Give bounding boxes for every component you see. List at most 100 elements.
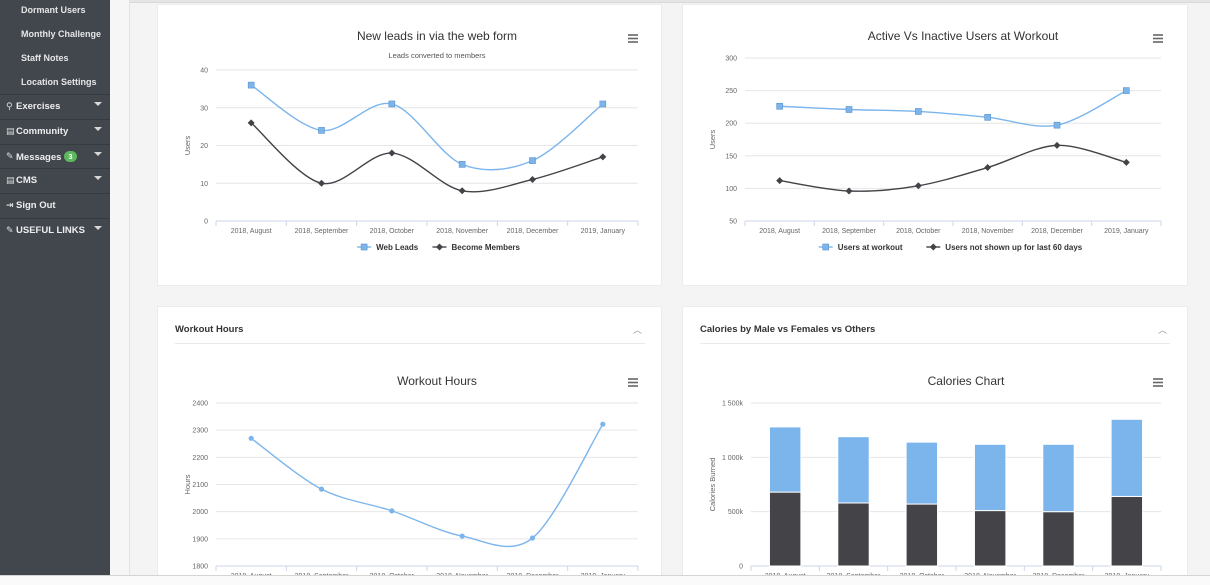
data-point — [388, 100, 396, 108]
chart-title: New leads in via the web form — [357, 29, 517, 43]
chart-subtitle: Leads converted to members — [388, 51, 485, 60]
sidebar-item-cms[interactable]: ▤ CMS — [0, 168, 110, 192]
legend-marker — [822, 243, 829, 251]
y-tick-label: 250 — [725, 88, 737, 95]
series-line — [779, 144, 1127, 192]
chevron-up-icon[interactable]: ︿ — [1158, 325, 1168, 335]
chart-menu-icon[interactable] — [628, 34, 638, 43]
data-point — [600, 421, 606, 427]
bar-segment — [837, 502, 870, 567]
sidebar-item-exercises[interactable]: ⚲ Exercises — [0, 94, 110, 118]
sidebar-subitem-dormant-users[interactable]: Dormant Users — [21, 5, 86, 15]
data-point — [248, 435, 254, 441]
series-line — [250, 84, 604, 171]
data-point — [776, 102, 783, 110]
y-axis-label: Users — [183, 135, 192, 155]
active-users-card: Active Vs Inactive Users at Workout 50 100… — [682, 4, 1188, 286]
user-icon: ⚲ — [6, 101, 13, 111]
y-tick-label: 1 500k — [722, 401, 744, 408]
card-header-title: Workout Hours — [175, 324, 244, 335]
chart-title: Workout Hours — [397, 374, 477, 388]
workout-hours-chart: Workout Hours 1800 1900 2000 2100 2200 2300 240… — [183, 374, 639, 580]
sign-out-icon: ⇥ — [6, 200, 14, 210]
sidebar-subitem-monthly-challenge[interactable]: Monthly Challenge — [21, 29, 102, 39]
bar-segment — [1110, 418, 1144, 497]
data-point — [247, 81, 255, 89]
data-point — [1053, 141, 1061, 149]
bar-segment — [973, 510, 1007, 567]
y-tick-label: 0 — [739, 564, 743, 571]
x-tick-label: 2018, November — [436, 228, 488, 235]
bar-segment — [1042, 443, 1075, 513]
data-point — [458, 161, 466, 168]
data-point — [458, 187, 466, 195]
sidebar: Dormant Users Monthly Challenge Staff No… — [0, 0, 110, 575]
legend-item[interactable]: Become Members — [432, 243, 521, 252]
y-tick-label: 200 — [725, 121, 737, 128]
chart-menu-icon[interactable] — [628, 378, 638, 387]
x-tick-label: 2018, September — [822, 228, 876, 235]
x-tick-label: 2018, August — [231, 228, 272, 235]
sidebar-item-label: Community — [16, 126, 69, 137]
active-users-chart: Active Vs Inactive Users at Workout 50 100… — [708, 29, 1163, 252]
link-icon: ✎ — [6, 225, 14, 235]
data-point — [318, 486, 325, 492]
chevron-down-icon — [94, 152, 102, 156]
x-tick-label: 2018, August — [759, 228, 800, 235]
x-tick-label: 2019, January — [1104, 228, 1149, 235]
legend-item[interactable]: Users not shown up for last 60 days — [926, 243, 1083, 252]
data-point — [599, 100, 607, 108]
data-point — [845, 106, 853, 113]
data-point — [599, 153, 607, 161]
data-point — [459, 533, 465, 539]
top-border — [0, 0, 1210, 3]
data-point — [914, 182, 922, 190]
y-tick-label: 300 — [725, 56, 737, 63]
card-header-divider — [700, 343, 1170, 344]
calories-card: Calories by Male vs Females vs Others ︿ … — [682, 306, 1188, 580]
sidebar-item-label: CMS — [16, 175, 38, 186]
leads-card: New leads in via the web form Leads conve… — [157, 4, 662, 286]
bar-segment — [905, 503, 939, 567]
legend-label: Users at workout — [838, 243, 903, 252]
x-tick-label: 2018, November — [962, 228, 1014, 235]
sidebar-subitem-location-settings[interactable]: Location Settings — [21, 77, 97, 87]
data-point — [529, 535, 536, 541]
sidebar-item-sign-out[interactable]: ⇥ Sign Out — [0, 193, 110, 217]
y-tick-label: 500k — [728, 509, 744, 516]
chevron-down-icon — [94, 102, 102, 106]
y-tick-label: 1800 — [192, 564, 208, 571]
legend-item[interactable]: Web Leads — [357, 243, 419, 252]
sidebar-item-label: Exercises — [16, 101, 61, 112]
data-point — [318, 127, 325, 134]
chat-icon: ✎ — [6, 151, 14, 161]
data-point — [1123, 87, 1130, 94]
legend-label: Web Leads — [376, 243, 419, 252]
x-tick-label: 2019, January — [581, 228, 626, 235]
legend-item[interactable]: Users at workout — [818, 243, 903, 252]
bar-segment — [837, 436, 870, 504]
data-point — [388, 149, 396, 157]
sidebar-subitem-staff-notes[interactable]: Staff Notes — [21, 53, 69, 63]
legend-marker — [436, 243, 443, 251]
sidebar-item-messages[interactable]: ✎ Messages 3 — [0, 144, 110, 168]
chevron-up-icon[interactable]: ︿ — [633, 325, 643, 335]
data-point — [318, 179, 325, 187]
chart-menu-icon[interactable] — [1153, 34, 1163, 43]
message-count-badge: 3 — [64, 151, 77, 162]
sidebar-item-community[interactable]: ▤ Community — [0, 119, 110, 143]
legend-label: Become Members — [452, 243, 521, 252]
data-point — [984, 164, 992, 172]
legend-marker — [929, 243, 937, 251]
x-tick-label: 2018, October — [370, 228, 415, 235]
sidebar-item-useful-links[interactable]: ✎ USEFUL LINKS — [0, 218, 110, 242]
chart-menu-icon[interactable] — [1153, 378, 1163, 387]
leads-chart: New leads in via the web form Leads conve… — [183, 29, 639, 252]
series-line — [779, 89, 1127, 127]
y-tick-label: 2400 — [192, 401, 208, 408]
legend-marker — [360, 243, 368, 251]
chart-title: Active Vs Inactive Users at Workout — [868, 29, 1059, 43]
y-tick-label: 1 000k — [722, 455, 744, 462]
y-tick-label: 2100 — [192, 482, 208, 489]
